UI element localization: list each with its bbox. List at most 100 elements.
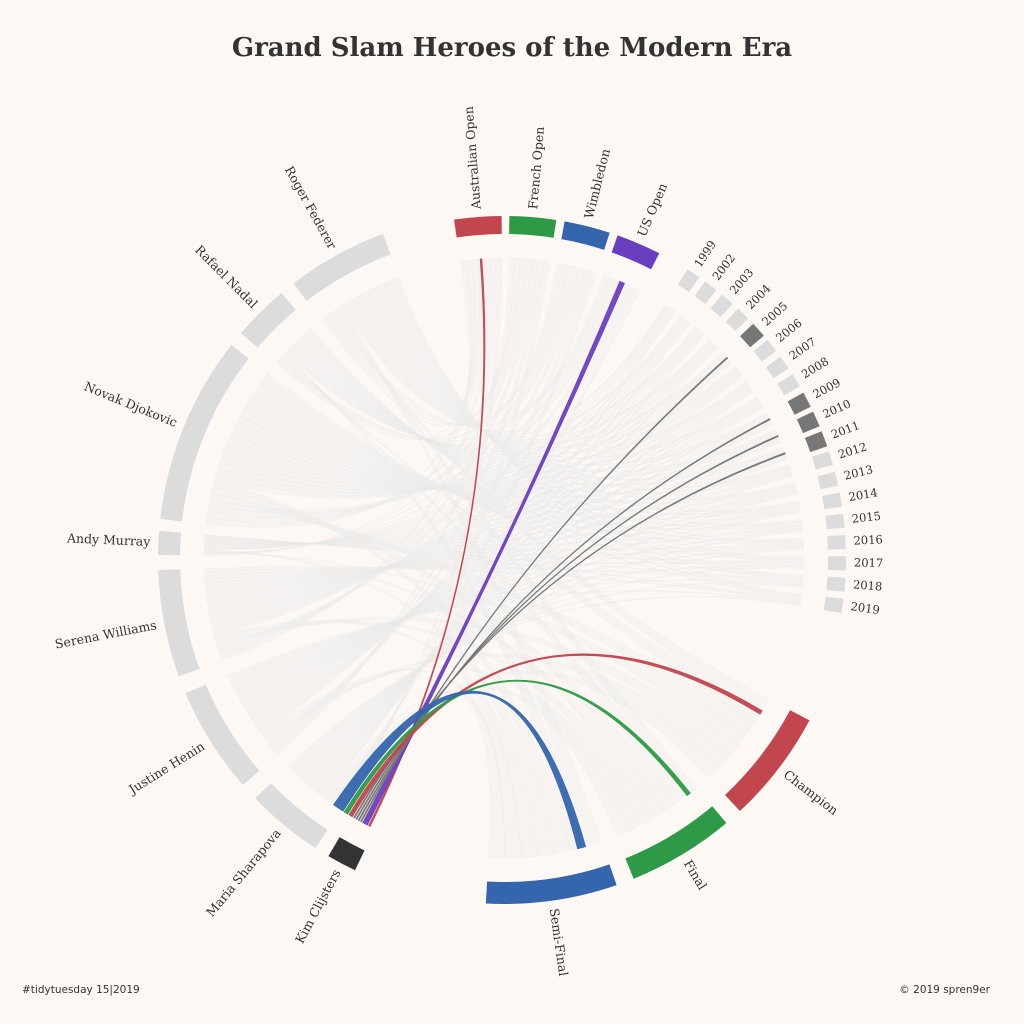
background-ribbon bbox=[337, 305, 602, 847]
background-ribbon bbox=[242, 404, 796, 511]
background-ribbon bbox=[301, 474, 793, 782]
background-ribbon bbox=[204, 536, 804, 551]
arc-year-2007 bbox=[765, 356, 789, 379]
background-ribbon bbox=[355, 295, 737, 449]
background-ribbon bbox=[212, 480, 571, 855]
background-ribbon bbox=[270, 269, 592, 750]
background-ribbon bbox=[213, 306, 670, 499]
background-ribbon bbox=[392, 277, 804, 578]
background-ribbon bbox=[204, 566, 804, 585]
background-ribbon bbox=[204, 385, 751, 547]
highlight-ribbons bbox=[333, 258, 786, 850]
background-ribbon bbox=[293, 548, 805, 775]
background-ribbon bbox=[203, 550, 665, 819]
background-ribbon bbox=[205, 489, 797, 594]
background-ribbon bbox=[204, 562, 805, 580]
background-ribbon bbox=[256, 383, 805, 563]
background-ribbon bbox=[352, 297, 725, 445]
background-ribbon bbox=[259, 378, 804, 581]
background-ribbon bbox=[306, 423, 774, 787]
background-ribbon bbox=[253, 345, 718, 727]
background-ribbon bbox=[303, 332, 803, 528]
arc-year-2012 bbox=[811, 451, 834, 470]
background-ribbon bbox=[289, 346, 726, 455]
background-ribbon bbox=[207, 402, 762, 612]
background-ribbon bbox=[370, 287, 784, 481]
background-ribbon bbox=[333, 270, 597, 807]
arc-year-2004 bbox=[725, 308, 749, 332]
background-ribbon bbox=[233, 421, 778, 495]
background-ribbon bbox=[332, 309, 770, 712]
background-ribbon bbox=[340, 304, 667, 432]
arc-novak-djokovic bbox=[160, 344, 249, 522]
background-ribbon bbox=[288, 340, 713, 452]
arc-year-2015 bbox=[825, 513, 845, 530]
background-ribbon bbox=[349, 298, 711, 441]
arc-year-2010 bbox=[796, 411, 820, 434]
arc-maria-sharapova bbox=[255, 783, 328, 849]
background-ribbon bbox=[205, 507, 801, 591]
background-ribbon bbox=[358, 293, 748, 454]
label-2018: 2018 bbox=[852, 577, 882, 593]
background-ribbon bbox=[373, 286, 790, 490]
background-ribbon bbox=[229, 579, 804, 683]
background-ribbon bbox=[331, 287, 641, 806]
background-ribbon bbox=[226, 383, 750, 490]
arc-french-open bbox=[509, 216, 557, 238]
background-ribbon bbox=[293, 341, 760, 468]
background-ribbon bbox=[296, 339, 778, 479]
background-ribbon bbox=[212, 319, 688, 634]
background-ribbon bbox=[255, 332, 704, 730]
background-ribbon bbox=[308, 405, 764, 789]
background-ribbon bbox=[319, 333, 705, 797]
chart-title: Grand Slam Heroes of the Modern Era bbox=[232, 33, 792, 63]
background-ribbon bbox=[323, 310, 676, 800]
footer-right: © 2019 spren9er bbox=[899, 984, 990, 996]
background-ribbon bbox=[218, 267, 586, 655]
background-ribbon bbox=[231, 416, 770, 493]
background-ribbon bbox=[204, 544, 804, 584]
background-ribbon bbox=[208, 278, 620, 514]
arc-kim-clijsters bbox=[328, 837, 365, 871]
background-ribbon bbox=[216, 616, 738, 758]
background-ribbon bbox=[307, 329, 804, 579]
background-ribbon bbox=[281, 354, 687, 805]
arc-year-2018 bbox=[826, 576, 846, 592]
arc-us-open bbox=[611, 235, 660, 270]
highlight-ribbon-semi-final bbox=[333, 690, 587, 850]
arc-justine-henin bbox=[185, 684, 260, 785]
background-ribbon bbox=[292, 343, 749, 463]
background-ribbon bbox=[235, 509, 801, 696]
background-ribbon bbox=[265, 653, 729, 768]
background-ribbon bbox=[204, 356, 729, 548]
label-2019: 2019 bbox=[850, 599, 881, 617]
background-ribbon bbox=[213, 308, 673, 637]
arc-year-2006 bbox=[753, 339, 777, 362]
background-ribbon bbox=[295, 529, 804, 776]
background-ribbon bbox=[252, 388, 804, 545]
arc-andy-murray bbox=[158, 530, 181, 556]
background-ribbon bbox=[220, 258, 491, 661]
background-ribbon bbox=[346, 300, 697, 438]
background-ribbon bbox=[236, 490, 798, 699]
background-ribbon bbox=[204, 525, 803, 587]
arc-year-2003 bbox=[710, 294, 733, 318]
background-ribbon bbox=[389, 279, 805, 559]
background-ribbon bbox=[206, 436, 780, 605]
background-ribbon bbox=[245, 404, 763, 715]
background-ribbon bbox=[209, 358, 730, 623]
label-andy-murray: Andy Murray bbox=[66, 530, 152, 549]
background-ribbon bbox=[205, 258, 481, 528]
background-ribbon bbox=[204, 370, 740, 547]
background-ribbon bbox=[203, 258, 533, 555]
background-ribbon bbox=[325, 691, 505, 859]
label-2016: 2016 bbox=[853, 532, 883, 547]
label-2017: 2017 bbox=[854, 556, 883, 570]
label-2015: 2015 bbox=[851, 509, 882, 526]
background-ribbon bbox=[278, 263, 569, 441]
background-ribbon bbox=[323, 257, 515, 425]
footer-left: #tidytuesday 15|2019 bbox=[22, 984, 140, 996]
background-ribbon bbox=[204, 417, 771, 545]
background-ribbon bbox=[249, 393, 803, 531]
